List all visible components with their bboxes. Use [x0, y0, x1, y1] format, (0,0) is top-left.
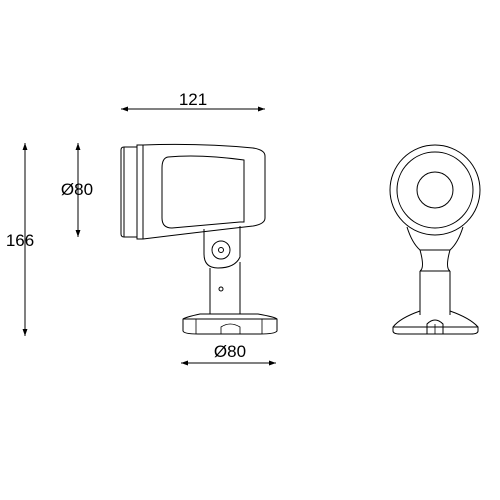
head-diameter-label: Ø80 — [61, 180, 93, 199]
base-plate — [182, 313, 278, 335]
front-head-ring — [396, 151, 474, 229]
dimension-height: 166 — [6, 143, 34, 336]
side-view — [120, 143, 278, 335]
front-bezel — [120, 146, 137, 238]
pivot-knob — [211, 240, 231, 260]
front-head-outer — [389, 144, 481, 236]
bracket-arm — [203, 226, 241, 269]
front-neck — [406, 226, 464, 272]
stem — [209, 262, 241, 314]
base-diameter-label: Ø80 — [214, 342, 246, 361]
height-label: 166 — [6, 231, 34, 250]
dimension-head-diameter: Ø80 — [61, 143, 93, 237]
front-base — [392, 310, 479, 335]
front-base-slot — [426, 319, 444, 334]
dimension-base-diameter: Ø80 — [181, 342, 276, 366]
housing — [136, 143, 266, 240]
front-view — [389, 144, 481, 335]
dimension-width: 121 — [121, 90, 265, 112]
housing-window — [161, 155, 245, 229]
front-lens — [416, 171, 454, 209]
width-label: 121 — [179, 90, 207, 109]
